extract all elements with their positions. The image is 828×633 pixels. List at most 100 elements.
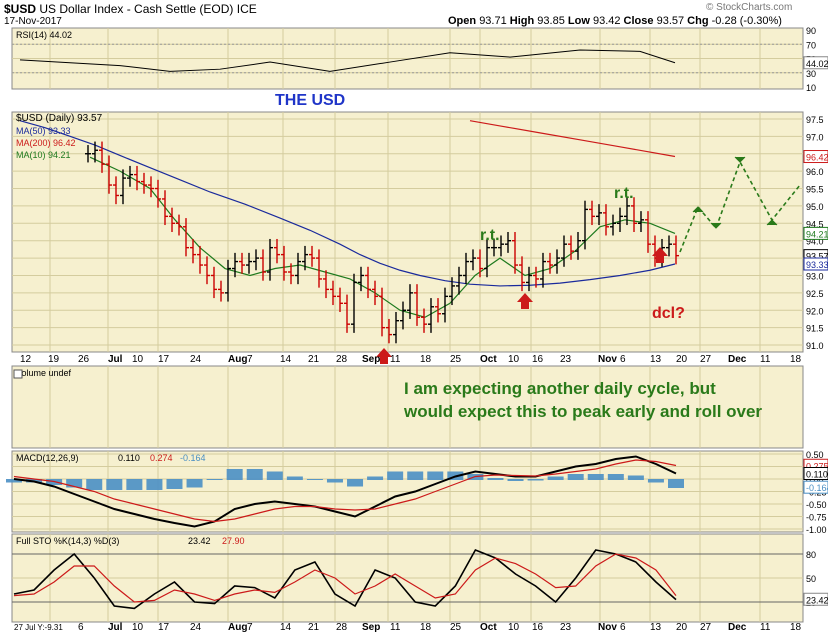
high-value: 93.85 bbox=[537, 15, 565, 27]
rsi-line bbox=[19, 49, 676, 72]
ma200-legend: MA(200) 96.42 bbox=[16, 138, 76, 148]
x-axis-label-bottom: 10 bbox=[132, 622, 144, 633]
x-axis-label-top: 21 bbox=[308, 354, 320, 365]
projection-arrowhead bbox=[734, 156, 746, 163]
x-axis-label-bottom: 7 bbox=[247, 622, 253, 633]
macd-histogram-bar bbox=[668, 479, 684, 488]
macd-tick-label: -1.00 bbox=[806, 525, 827, 535]
price-tick-label: 97.5 bbox=[806, 115, 824, 125]
macd-legend-macd: 0.110 bbox=[118, 453, 140, 463]
price-right-box bbox=[803, 257, 828, 271]
x-axis-label-top: 12 bbox=[20, 354, 32, 365]
close-value: 93.57 bbox=[656, 15, 685, 27]
macd-histogram-bar bbox=[206, 479, 223, 480]
macd-histogram-bar bbox=[326, 479, 343, 483]
x-axis-label-top: Dec bbox=[728, 354, 747, 365]
exchange: ICE bbox=[236, 2, 257, 16]
arrow-up-nov bbox=[652, 247, 668, 263]
symbol-header: $USD US Dollar Index - Cash Settle (EOD)… bbox=[4, 2, 257, 16]
x-axis-label-bottom: 11 bbox=[390, 622, 401, 633]
annotation-rt2: r.t. bbox=[614, 185, 634, 202]
macd-legend-title: MACD(12,26,9) bbox=[16, 453, 79, 463]
price-tick-label: 92.5 bbox=[806, 289, 824, 299]
macd-histogram-bar bbox=[347, 479, 364, 487]
sto-right-label: 23.42 bbox=[806, 595, 828, 605]
ohlc-summary: Open 93.71 High 93.85 Low 93.42 Close 93… bbox=[448, 15, 782, 27]
price-right-box bbox=[803, 150, 828, 164]
x-axis-label-bottom: Sep bbox=[362, 622, 380, 633]
macd-histogram-bar bbox=[66, 479, 83, 488]
projection-path bbox=[679, 160, 801, 253]
macd-tick-label: -0.50 bbox=[806, 500, 827, 510]
x-axis-label-top: Sep bbox=[362, 354, 380, 365]
x-axis-label-top: Nov bbox=[598, 354, 617, 365]
annotation-dcl: dcl? bbox=[652, 305, 685, 322]
projection-arrowhead bbox=[692, 206, 704, 213]
x-axis-label-bottom: 16 bbox=[532, 622, 544, 633]
low-label: Low bbox=[567, 15, 590, 27]
open-label: Open bbox=[448, 15, 477, 27]
open-value: 93.71 bbox=[479, 15, 507, 27]
price-tick-label: 91.5 bbox=[806, 324, 824, 334]
price-legend-title: $USD (Daily) 93.57 bbox=[16, 113, 103, 124]
x-axis-label-bottom: 18 bbox=[790, 622, 802, 633]
macd-line-1 bbox=[13, 459, 677, 523]
price-tick-label: 93.0 bbox=[806, 271, 824, 281]
macd-histogram-bar bbox=[6, 479, 22, 483]
x-axis-label-top: 11 bbox=[760, 354, 771, 365]
macd-histogram-bar bbox=[166, 479, 183, 489]
macd-histogram-bar bbox=[266, 471, 283, 480]
high-label: High bbox=[509, 15, 535, 27]
price-tick-label: 91.0 bbox=[806, 341, 824, 351]
macd-histogram-bar bbox=[86, 479, 103, 490]
price-right-label: 93.57 bbox=[806, 252, 828, 262]
x-axis-label-bottom: Oct bbox=[480, 622, 497, 633]
x-axis-label-top: 16 bbox=[532, 354, 544, 365]
rsi-last-label: 44.02 bbox=[806, 59, 828, 69]
price-tick-label: 96.0 bbox=[806, 167, 824, 177]
macd-line-0 bbox=[13, 455, 677, 528]
rsi-legend: RSI(14) 44.02 bbox=[16, 30, 72, 40]
x-axis-label-top: 10 bbox=[132, 354, 144, 365]
x-axis-label-top: 17 bbox=[158, 354, 170, 365]
x-axis-label-top: Jul bbox=[108, 354, 123, 365]
macd-histogram-bar bbox=[306, 479, 323, 480]
macd-histogram-bar bbox=[407, 471, 424, 480]
macd-legend-hist: -0.164 bbox=[180, 453, 206, 463]
panel-vol bbox=[11, 365, 804, 449]
macd-tick-label: -0.75 bbox=[806, 513, 827, 523]
macd-right-box bbox=[803, 480, 828, 494]
x-axis-label-bottom: 6 bbox=[78, 622, 84, 633]
x-axis-label-bottom: 18 bbox=[420, 622, 432, 633]
x-axis-label-bottom: 17 bbox=[158, 622, 170, 633]
x-axis-label-bottom: 13 bbox=[650, 622, 662, 633]
macd-histogram-bar bbox=[106, 479, 123, 490]
macd-histogram-bar bbox=[487, 478, 504, 480]
x-axis-label-top: 7 bbox=[247, 354, 253, 365]
price-tick-label: 95.0 bbox=[806, 202, 824, 212]
close-label: Close bbox=[623, 15, 654, 27]
x-axis-label-top: 14 bbox=[280, 354, 292, 365]
annotation-note-line1: I am expecting another daily cycle, but bbox=[404, 379, 716, 398]
x-axis-label-top: 6 bbox=[620, 354, 626, 365]
x-axis-label-top: 24 bbox=[190, 354, 202, 365]
x-axis-label-top: 18 bbox=[420, 354, 432, 365]
macd-histogram-bar bbox=[587, 474, 604, 480]
x-axis-label-top: 10 bbox=[508, 354, 520, 365]
price-right-box bbox=[803, 226, 828, 240]
instrument-name: US Dollar Index - Cash Settle (EOD) bbox=[39, 2, 234, 16]
low-value: 93.42 bbox=[592, 15, 621, 27]
macd-histogram-bar bbox=[507, 479, 524, 481]
x-axis-label-top: 23 bbox=[560, 354, 572, 365]
x-axis-label-top: 27 bbox=[700, 354, 712, 365]
price-tick-label: 94.0 bbox=[806, 237, 824, 247]
macd-histogram-bar bbox=[226, 469, 243, 480]
x-axis-label-bottom: 27 Jul Y:-9.31 bbox=[14, 623, 63, 632]
x-axis-label-bottom: 20 bbox=[676, 622, 688, 633]
macd-right-label: 0.110 bbox=[806, 470, 828, 480]
x-axis-label-bottom: 21 bbox=[308, 622, 320, 633]
x-axis-label-bottom: 10 bbox=[508, 622, 520, 633]
watermark: © StockCharts.com bbox=[706, 2, 793, 13]
